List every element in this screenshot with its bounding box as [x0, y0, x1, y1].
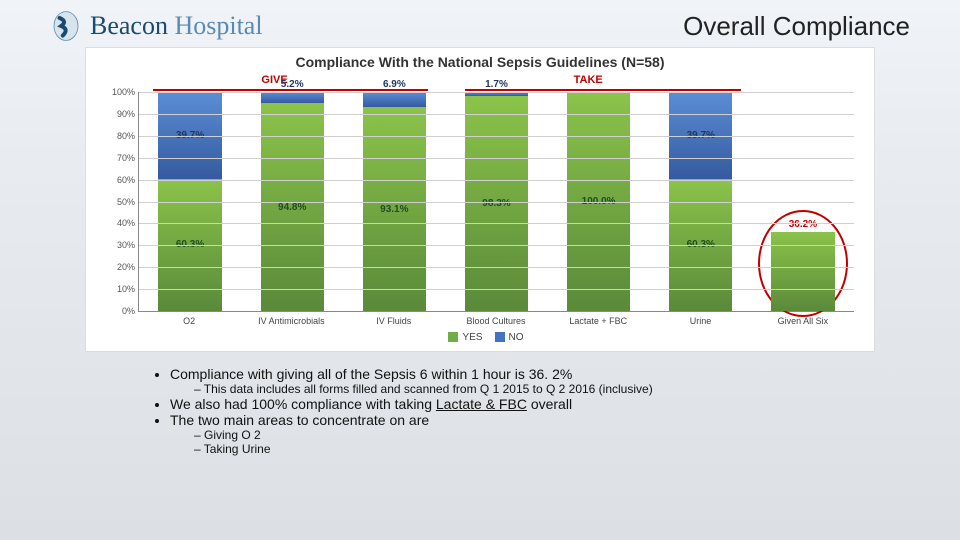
x-axis-label: Given All Six — [752, 312, 854, 326]
x-axis-label: O2 — [138, 312, 240, 326]
chart-container: Compliance With the National Sepsis Guid… — [85, 47, 875, 352]
logo-text: Beacon Hospital — [90, 11, 263, 41]
logo: Beacon Hospital — [50, 10, 263, 42]
x-axis-label: IV Antimicrobials — [240, 312, 342, 326]
y-tick-label: 90% — [101, 109, 135, 119]
gridline — [139, 114, 854, 115]
chart-section-label: TAKE — [574, 74, 603, 86]
gridline — [139, 136, 854, 137]
y-tick-label: 40% — [101, 218, 135, 228]
legend-swatch — [448, 332, 458, 342]
y-tick-label: 80% — [101, 131, 135, 141]
y-tick-label: 10% — [101, 284, 135, 294]
y-tick-label: 20% — [101, 262, 135, 272]
chart-title: Compliance With the National Sepsis Guid… — [96, 54, 864, 70]
logo-icon — [50, 10, 82, 42]
gridline — [139, 180, 854, 181]
bullet-item: We also had 100% compliance with taking … — [170, 396, 960, 412]
page-title: Overall Compliance — [683, 11, 910, 42]
legend-swatch — [495, 332, 505, 342]
bullet-item: Compliance with giving all of the Sepsis… — [170, 366, 960, 396]
y-tick-label: 70% — [101, 153, 135, 163]
y-tick-label: 0% — [101, 306, 135, 316]
underlined-text: Lactate & FBC — [436, 396, 527, 412]
sub-bullet-item: Giving O 2 — [194, 428, 960, 442]
header: Beacon Hospital Overall Compliance — [0, 0, 960, 47]
bullet-item: The two main areas to concentrate on are… — [170, 412, 960, 456]
x-axis-label: Lactate + FBC — [547, 312, 649, 326]
gridline — [139, 202, 854, 203]
logo-word2: Hospital — [174, 11, 262, 40]
gridline — [139, 267, 854, 268]
bar-segment-no — [261, 92, 324, 103]
gridline — [139, 223, 854, 224]
x-axis-label: Urine — [649, 312, 751, 326]
y-tick-label: 100% — [101, 87, 135, 97]
bar-label-above: 6.9% — [383, 79, 406, 90]
bar-segment-yes — [771, 232, 834, 311]
gridline — [139, 92, 854, 93]
chart-legend: YES NO — [96, 332, 864, 343]
legend-label: YES — [462, 332, 482, 343]
x-axis-labels: O2IV AntimicrobialsIV FluidsBlood Cultur… — [138, 312, 854, 326]
y-tick-label: 50% — [101, 197, 135, 207]
gridline — [139, 245, 854, 246]
bar-segment-yes: 93.1% — [363, 107, 426, 311]
logo-word1: Beacon — [90, 11, 168, 40]
sub-bullet-item: This data includes all forms filled and … — [194, 382, 960, 396]
sub-bullet-item: Taking Urine — [194, 442, 960, 456]
y-tick-label: 30% — [101, 240, 135, 250]
bar-segment-yes: 98.3% — [465, 96, 528, 311]
gridline — [139, 289, 854, 290]
bullet-list: Compliance with giving all of the Sepsis… — [150, 366, 960, 456]
chart-plot: 39.7%60.3%5.2%94.8%6.9%93.1%1.7%98.3%100… — [138, 92, 854, 312]
bar-label-above: 1.7% — [485, 79, 508, 90]
bar-segment-no — [363, 92, 426, 107]
gridline — [139, 158, 854, 159]
legend-label: NO — [509, 332, 524, 343]
x-axis-label: Blood Cultures — [445, 312, 547, 326]
x-axis-label: IV Fluids — [343, 312, 445, 326]
y-tick-label: 60% — [101, 175, 135, 185]
bar — [771, 232, 834, 311]
bar-label-above: 5.2% — [281, 79, 304, 90]
bar-segment-yes: 94.8% — [261, 103, 324, 311]
